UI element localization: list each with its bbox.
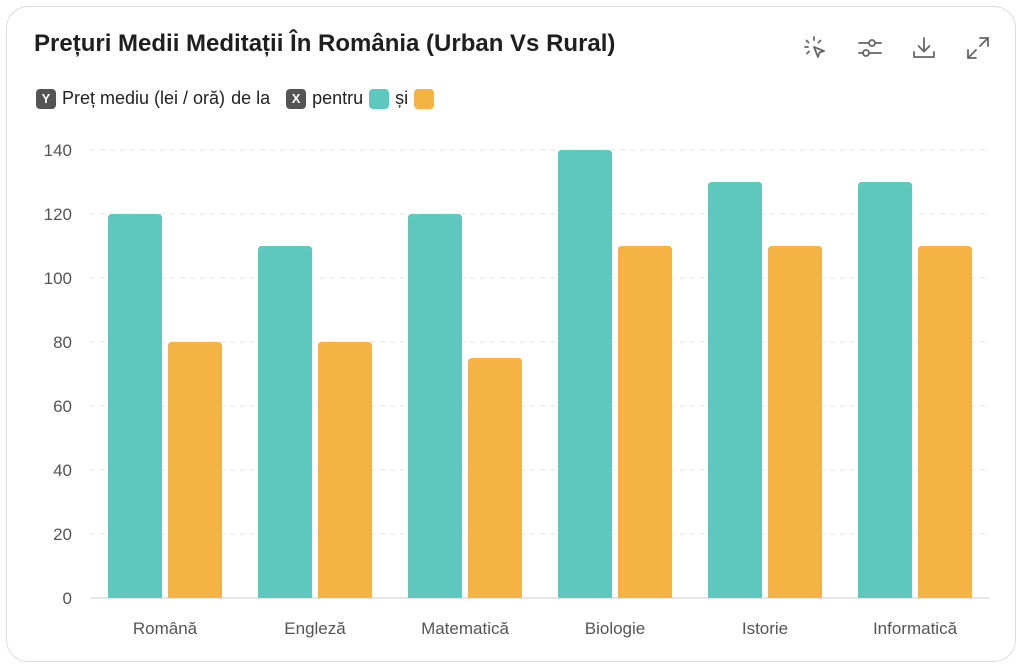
x-axis-chip: X [286,88,307,109]
expand-icon[interactable] [962,32,994,64]
x-tick-label: Română [133,619,198,638]
chart-toolbar [800,32,994,64]
bar-series-1-1[interactable] [258,246,312,598]
y-tick-label: 100 [44,269,72,288]
chart-legend: Y Preț mediu (lei / oră) de la X pentru … [36,88,435,109]
bar-series-2-5[interactable] [918,246,972,598]
legend-for-text: pentru [312,88,364,108]
y-tick-label: 20 [53,525,72,544]
bar-series-1-3[interactable] [558,150,612,598]
x-tick-label: Biologie [585,619,646,638]
download-icon[interactable] [908,32,940,64]
series-2-swatch[interactable] [414,88,435,109]
y-tick-label: 0 [63,589,72,608]
y-tick-label: 140 [44,141,72,160]
bar-series-2-1[interactable] [318,342,372,598]
x-tick-label: Informatică [873,619,958,638]
y-axis-label: Preț mediu (lei / oră) [62,88,226,108]
bar-series-2-2[interactable] [468,358,522,598]
legend-and-text: și [395,88,409,108]
bar-series-2-4[interactable] [768,246,822,598]
sliders-icon[interactable] [854,32,886,64]
legend-connector: de la [231,88,271,108]
chart-title: Prețuri Medii Meditații În România (Urba… [34,30,616,57]
x-tick-label: Istorie [742,619,788,638]
x-tick-label: Matematică [421,619,509,638]
bar-series-1-4[interactable] [708,182,762,598]
bar-series-1-0[interactable] [108,214,162,598]
series-1-swatch[interactable] [369,88,390,109]
y-tick-label: 40 [53,461,72,480]
bar-series-2-0[interactable] [168,342,222,598]
bar-series-1-2[interactable] [408,214,462,598]
bar-series-1-5[interactable] [858,182,912,598]
y-tick-label: 80 [53,333,72,352]
pointer-click-icon[interactable] [800,32,832,64]
y-tick-label: 60 [53,397,72,416]
y-axis-chip: Y [36,88,56,109]
y-tick-label: 120 [44,205,72,224]
bar-series-2-3[interactable] [618,246,672,598]
x-tick-label: Engleză [284,619,346,638]
